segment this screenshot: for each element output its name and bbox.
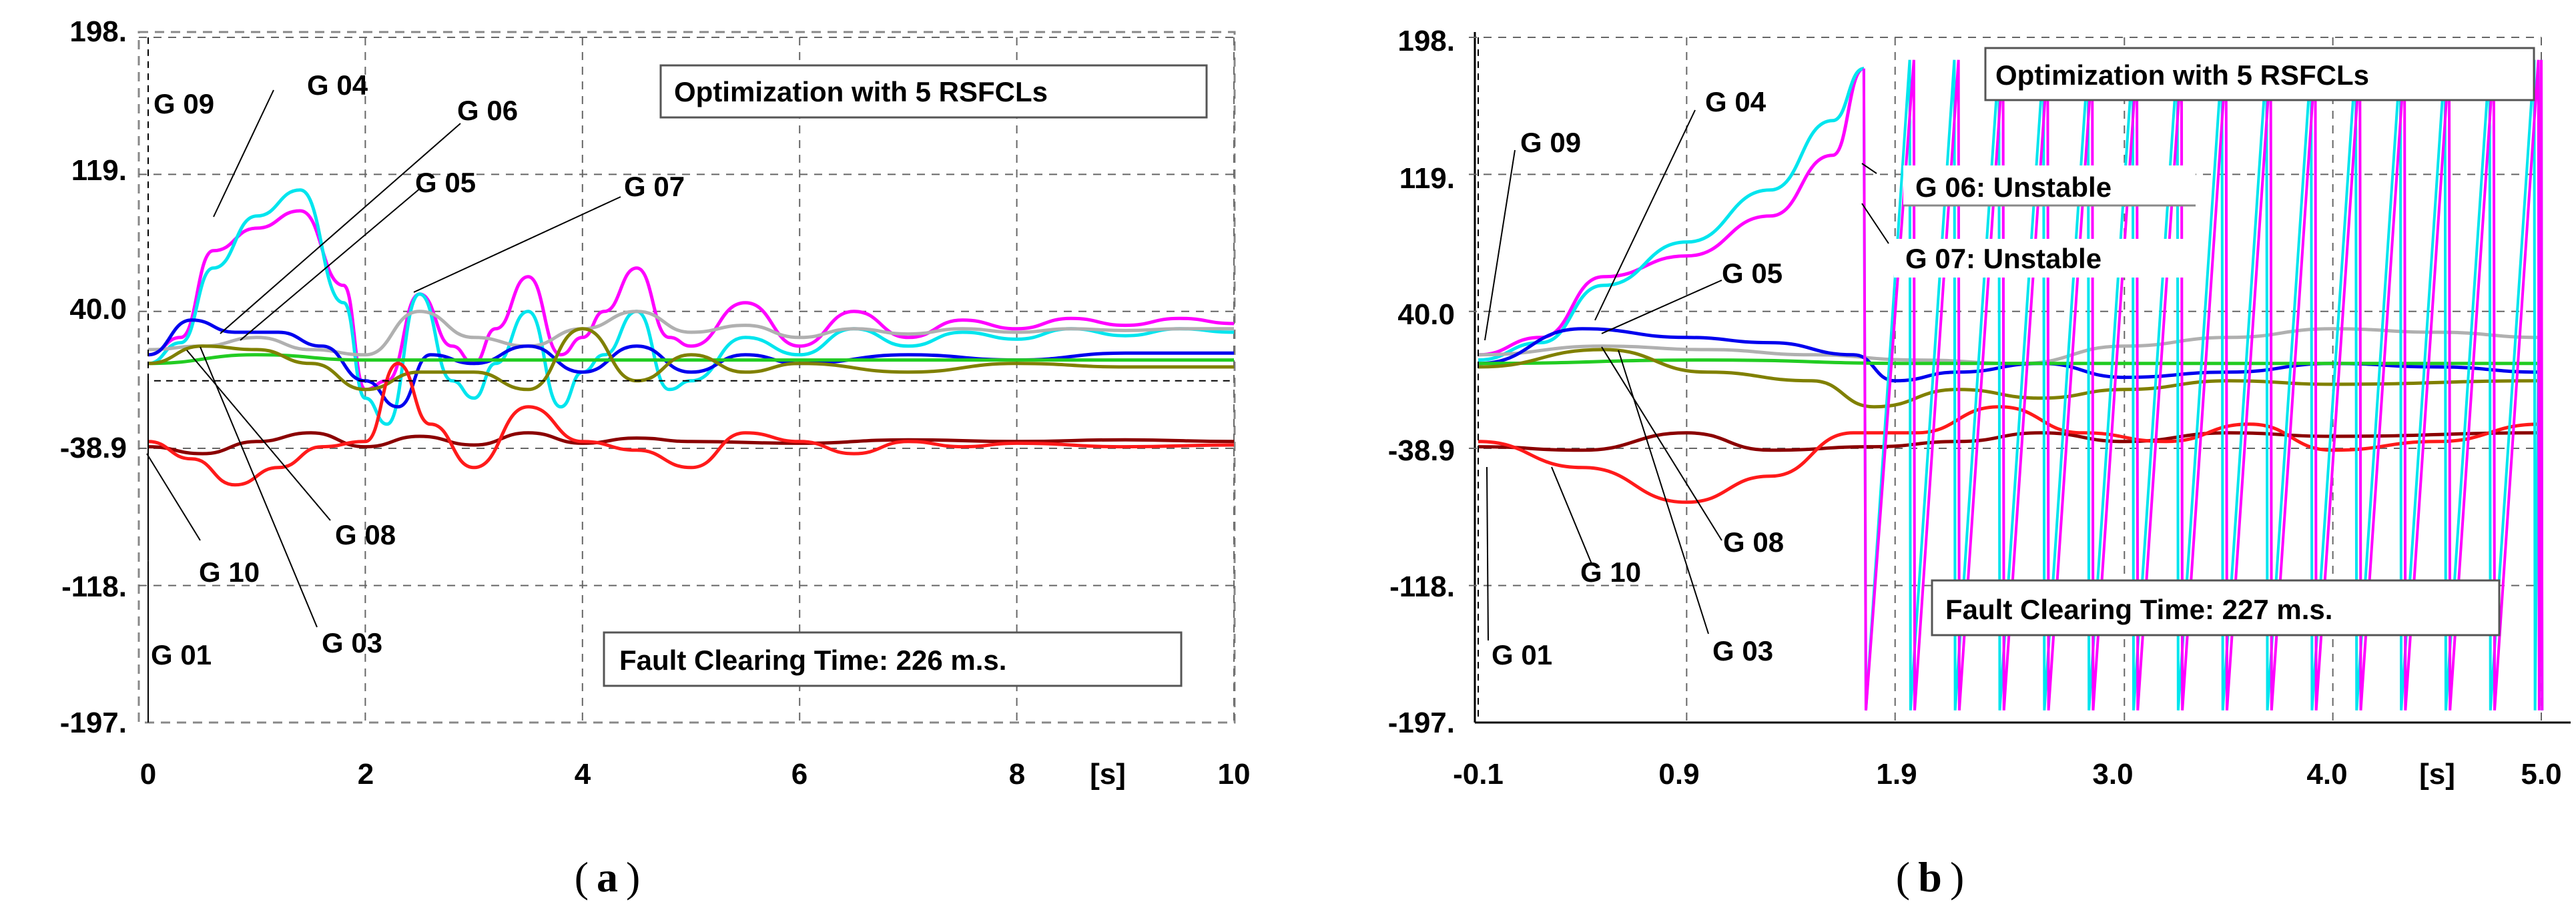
curve-label-g09: G 09 — [1520, 127, 1581, 158]
curve-label-g07: G 07 — [624, 171, 685, 202]
curve-label-g05: G 05 — [415, 167, 476, 198]
x-tick-label: 1.9 — [1876, 758, 1917, 791]
y-tick-label: -118. — [61, 570, 127, 603]
curve-label-group-a — [146, 89, 621, 628]
series-line-g10 — [147, 362, 1235, 487]
leader-line — [146, 453, 201, 541]
curve-label-g09: G 09 — [153, 88, 214, 119]
caption-paren-close-a: ) — [626, 853, 640, 901]
leader-line — [220, 123, 461, 334]
series-line-g04 — [1478, 67, 1865, 357]
y-tick-label: 119. — [71, 154, 127, 187]
x-tick-label: 8 — [1009, 758, 1025, 791]
series-line-g06 — [1478, 67, 1865, 362]
caption-paren-open-a: ( — [575, 853, 589, 901]
x-axis-unit: [s] — [2419, 758, 2455, 791]
series-group-a — [147, 37, 1235, 723]
chart-title-b: Optimization with 5 RSFCLs — [1995, 59, 2369, 91]
plot-frame-a — [137, 31, 1236, 724]
curve-label-g01: G 01 — [1492, 639, 1552, 670]
leader-line — [186, 350, 331, 521]
series-group-b — [1477, 37, 2544, 723]
annotation-box-a — [603, 631, 1183, 687]
x-tick-label: 10 — [1218, 758, 1251, 791]
x-axis-unit: [s] — [1090, 758, 1126, 791]
caption-a: a — [597, 853, 618, 901]
leader-line — [1484, 149, 1516, 341]
caption-paren-close-b: ) — [1950, 853, 1964, 901]
series-line-g03 — [1478, 431, 2542, 452]
leader-line — [1594, 109, 1696, 321]
series-line-g06 — [147, 188, 1235, 426]
curve-label-g08: G 08 — [1723, 526, 1784, 558]
annotation-box-b — [1931, 579, 2501, 636]
caption-paren-open-b: ( — [1896, 853, 1910, 901]
y-tick-label: 40.0 — [69, 293, 127, 326]
chart-panel-b: 198. 119. 40.0 -38.9 -118. -197. -0.1 0.… — [1388, 25, 2571, 901]
series-line-g08 — [147, 327, 1234, 392]
leader-line — [1618, 350, 1709, 634]
unstable-label-bg — [1894, 239, 2186, 278]
curve-label-g03: G 03 — [322, 627, 382, 658]
unstable-label-g06: G 06: Unstable — [1915, 171, 2112, 203]
y-tick-label: 40.0 — [1397, 298, 1455, 331]
leader-line — [413, 196, 621, 293]
unstable-label-g07: G 07: Unstable — [1905, 243, 2102, 274]
y-tick-label: 198. — [1397, 25, 1455, 57]
fault-clearing-annotation-a: Fault Clearing Time: 226 m.s. — [619, 644, 1006, 676]
curve-label-g06: G 06 — [457, 95, 518, 126]
y-tick-label: -38.9 — [1388, 434, 1455, 467]
leader-line — [1861, 163, 1877, 174]
chart-panel-a: 198. 119. 40.0 -38.9 -118. -197. 0 2 4 6… — [60, 15, 1251, 901]
y-tick-label: -38.9 — [60, 432, 127, 464]
x-tick-label: 0 — [140, 758, 156, 791]
y-tick-label: 198. — [69, 15, 127, 48]
series-line-g09 — [1478, 358, 2541, 366]
curve-label-g03: G 03 — [1712, 635, 1773, 666]
chart-title-a: Optimization with 5 RSFCLs — [674, 76, 1048, 107]
y-tick-label: -118. — [1389, 570, 1455, 603]
x-tick-label: -0.1 — [1453, 758, 1504, 791]
x-tick-label: 5.0 — [2521, 758, 2561, 791]
title-box-b — [1984, 47, 2535, 101]
y-tick-label: -197. — [1388, 707, 1455, 739]
fault-clearing-annotation-b: Fault Clearing Time: 227 m.s. — [1945, 594, 2332, 625]
curve-label-g04: G 04 — [1705, 86, 1766, 117]
y-tick-label: 119. — [1399, 162, 1455, 195]
series-line-g01 — [147, 37, 1234, 723]
unstable-oscillation-line — [1862, 59, 2544, 711]
curve-label-g08: G 08 — [335, 519, 396, 550]
y-tick-label: -197. — [60, 707, 127, 739]
x-tick-label: 4 — [575, 758, 591, 791]
leader-line — [1551, 466, 1592, 564]
series-line-g09 — [147, 353, 1234, 366]
leader-line — [213, 89, 274, 217]
series-line-g03 — [147, 431, 1235, 456]
leader-line — [1861, 203, 1889, 244]
unstable-label-bg — [1903, 165, 2196, 205]
curve-label-g10: G 10 — [1580, 556, 1641, 588]
x-tick-label: 3.0 — [2092, 758, 2133, 791]
curve-label-g05: G 05 — [1722, 258, 1783, 289]
title-box-a — [659, 64, 1208, 119]
curve-label-g01: G 01 — [151, 639, 212, 670]
curve-label-g10: G 10 — [199, 556, 260, 588]
leader-line — [200, 346, 318, 628]
leader-line — [240, 187, 421, 341]
leader-line — [1601, 346, 1722, 541]
leader-line — [1601, 280, 1722, 334]
leader-line — [1486, 466, 1489, 641]
x-tick-label: 6 — [791, 758, 808, 791]
series-line-g10 — [1478, 405, 2542, 504]
curve-label-group-b — [1484, 109, 1889, 641]
curve-label-g04: G 04 — [307, 69, 368, 101]
unstable-oscillation-line — [1862, 59, 2544, 711]
series-line-g05 — [147, 318, 1234, 409]
x-tick-label: 0.9 — [1658, 758, 1699, 791]
x-tick-label: 2 — [358, 758, 374, 791]
caption-b: b — [1918, 853, 1942, 901]
x-tick-label: 4.0 — [2306, 758, 2347, 791]
